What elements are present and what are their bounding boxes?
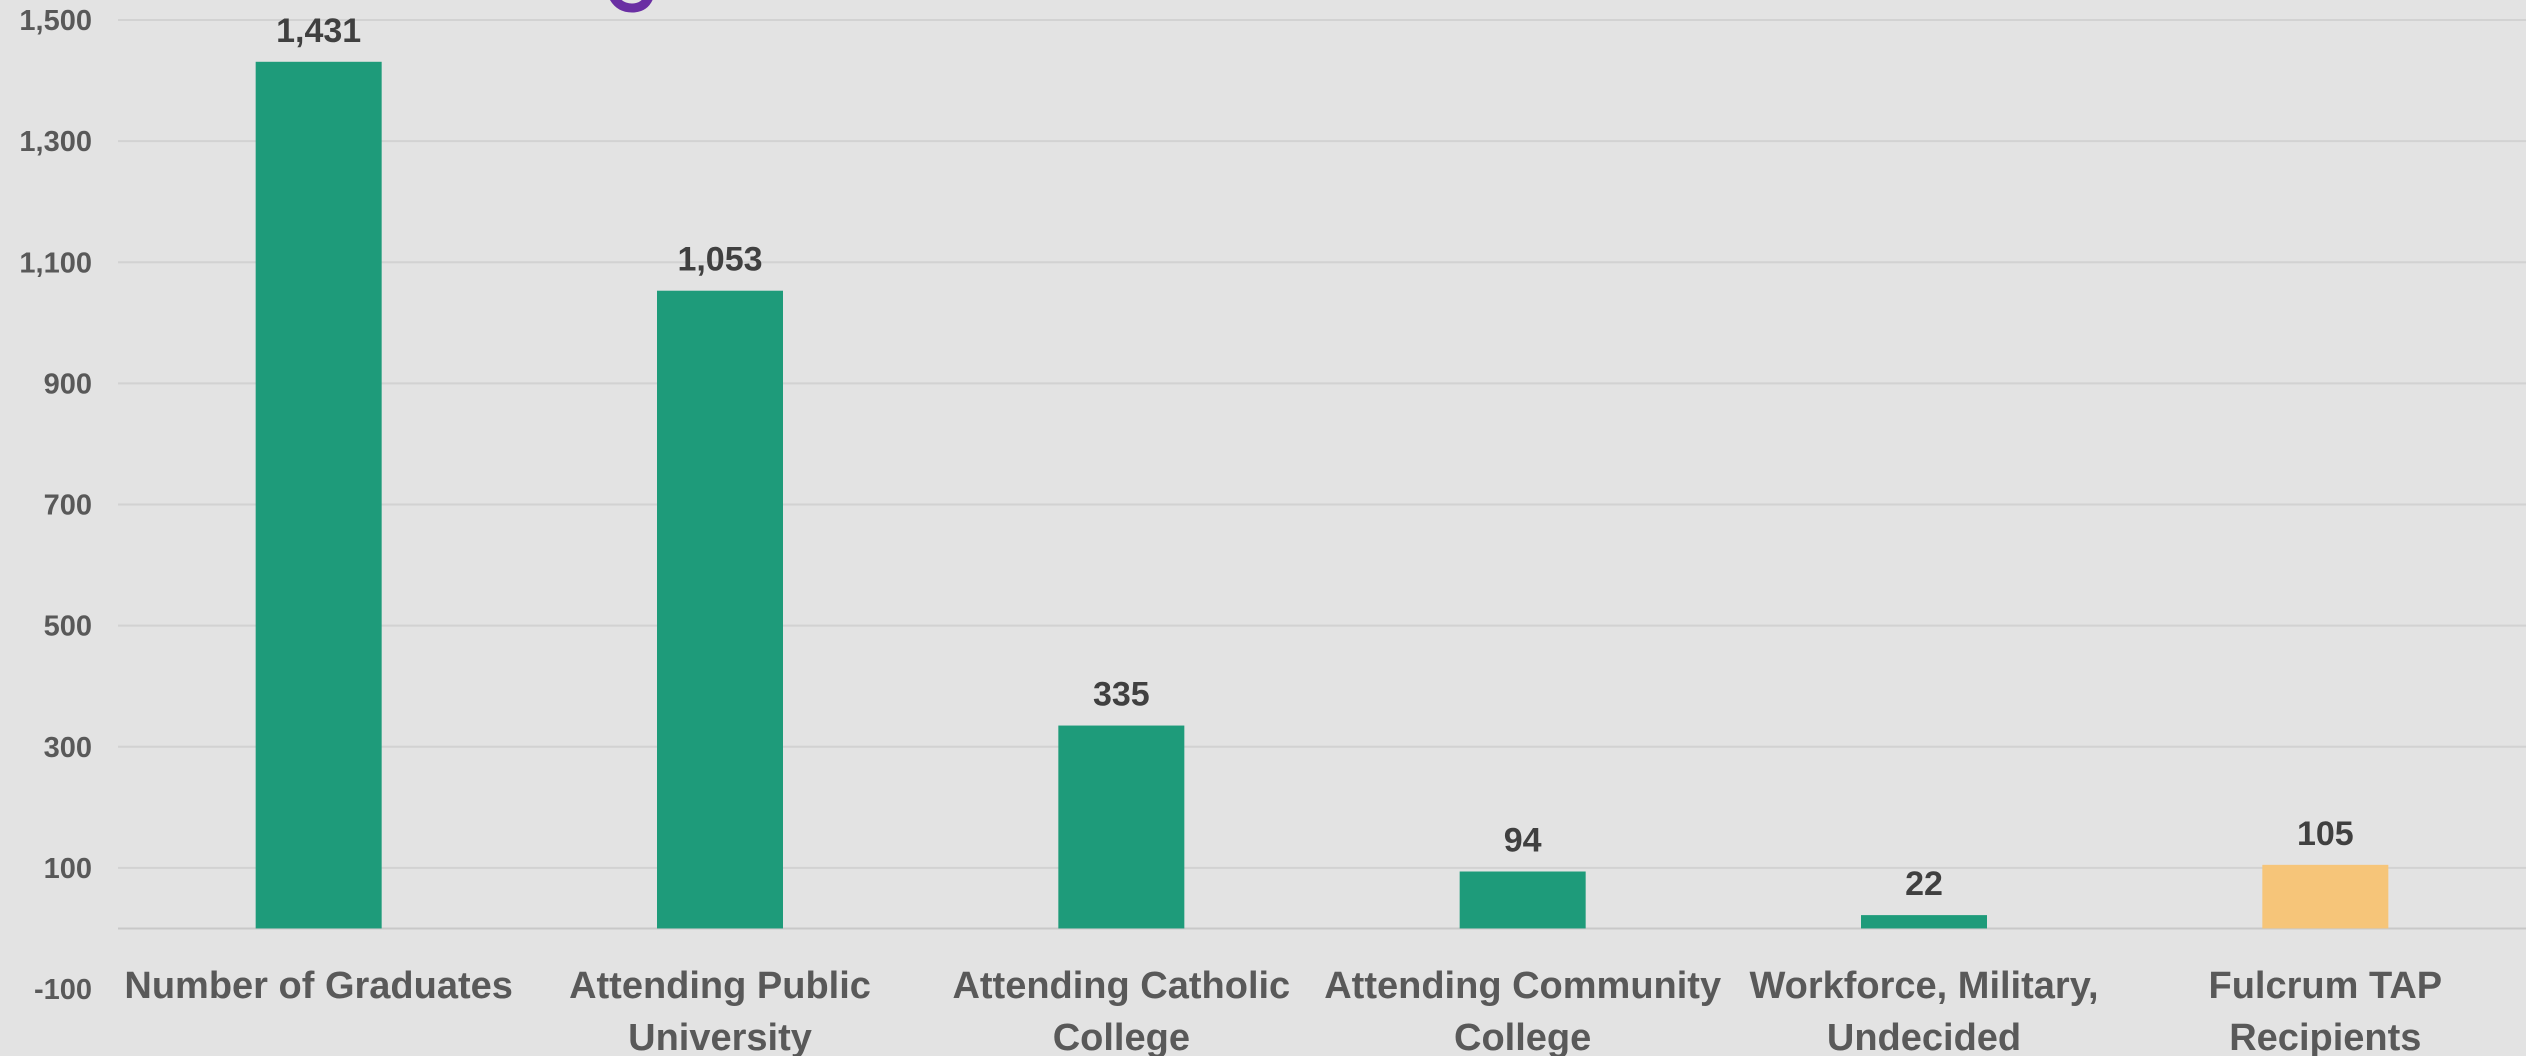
y-tick-label: 1,100 — [19, 247, 92, 279]
data-labels: 1,431 1,053 335 94 22 105 — [276, 12, 2354, 903]
category-label: Number of Graduates — [124, 965, 513, 1007]
partial-logo-glyph — [610, 0, 653, 13]
category-label-line: Fulcrum TAP — [2209, 965, 2443, 1007]
bar — [1861, 915, 1987, 929]
category-label: Workforce, Military, Undecided — [1749, 965, 2098, 1056]
category-label-line: College — [1454, 1017, 1591, 1056]
x-axis-category-labels: Number of Graduates Attending Public Unive… — [124, 965, 2442, 1056]
category-label-line: University — [628, 1017, 812, 1056]
category-label: Attending Public University — [569, 965, 871, 1056]
category-label: Fulcrum TAP Recipients — [2209, 965, 2443, 1056]
category-label-line: Attending Catholic — [952, 965, 1290, 1007]
category-label: Attending Catholic College — [952, 965, 1290, 1056]
data-label: 22 — [1905, 865, 1943, 903]
data-label: 1,053 — [677, 241, 762, 279]
data-label: 1,431 — [276, 12, 361, 50]
category-label-line: Number of Graduates — [124, 965, 513, 1007]
y-tick-label: 500 — [44, 611, 92, 643]
bar — [255, 61, 382, 929]
category-label-line: College — [1053, 1017, 1190, 1056]
bars — [255, 61, 2389, 929]
y-tick-label: 700 — [44, 490, 92, 522]
y-tick-label: 300 — [44, 732, 92, 764]
data-label: 335 — [1093, 676, 1150, 714]
y-tick-label: 100 — [44, 853, 92, 885]
bar — [2262, 864, 2389, 929]
category-label-line: Recipients — [2229, 1017, 2421, 1056]
bar — [1459, 871, 1586, 929]
category-label-line: Undecided — [1827, 1017, 2021, 1056]
y-tick-label: -100 — [34, 974, 92, 1006]
y-tick-label: 1,300 — [19, 126, 92, 158]
y-axis-tick-labels: 1,500 1,300 1,100 900 700 500 300 100 -100 — [19, 5, 92, 1006]
data-label: 94 — [1504, 822, 1542, 860]
bar — [657, 290, 783, 929]
category-label-line: Attending Community — [1324, 965, 1721, 1007]
y-tick-label: 1,500 — [19, 5, 92, 37]
category-label-line: Workforce, Military, — [1749, 965, 2098, 1007]
bar — [1058, 725, 1185, 929]
category-label-line: Attending Public — [569, 965, 871, 1007]
data-label: 105 — [2297, 815, 2354, 853]
category-label: Attending Community College — [1324, 965, 1721, 1056]
y-tick-label: 900 — [44, 368, 92, 400]
gridlines — [118, 19, 2526, 930]
